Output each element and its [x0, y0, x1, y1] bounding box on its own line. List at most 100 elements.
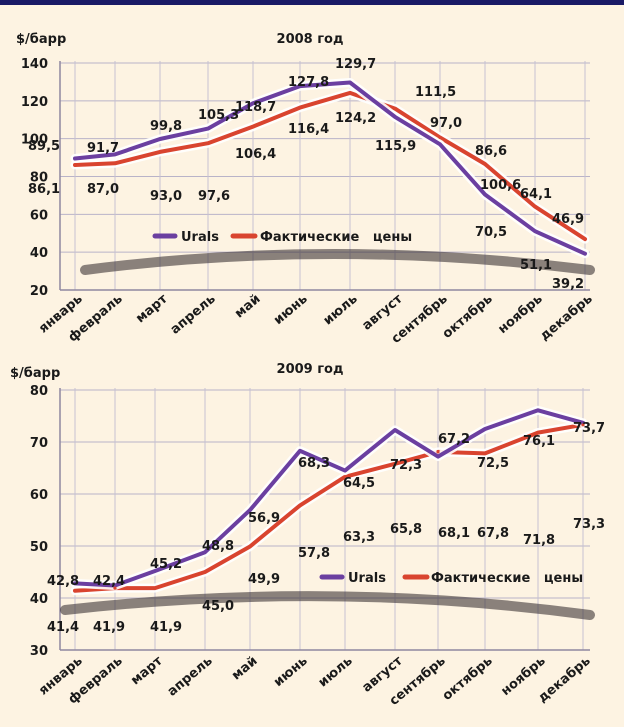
data-label-urals: 51,1	[520, 258, 552, 273]
data-label-urals: 97,0	[430, 116, 462, 131]
data-label-actual: 71,8	[523, 533, 555, 548]
data-point-urals	[298, 449, 302, 453]
data-point-actual	[436, 450, 440, 454]
data-label-urals: 64,5	[343, 476, 375, 491]
data-label-urals: 72,5	[477, 456, 509, 471]
data-label-urals: 68,3	[298, 456, 330, 471]
data-label-urals: 111,5	[415, 85, 456, 100]
data-point-urals	[153, 569, 157, 573]
data-point-urals	[533, 229, 537, 233]
data-label-urals: 39,2	[552, 277, 584, 292]
y-tick-label: 140	[21, 57, 48, 72]
y-tick-label: 120	[21, 95, 48, 110]
data-point-urals	[438, 142, 442, 146]
data-point-actual	[158, 150, 162, 154]
x-tick-label: июнь	[271, 654, 310, 691]
data-label-actual: 73,3	[573, 517, 605, 532]
series-line-urals	[73, 80, 587, 256]
series-line-actual	[73, 90, 587, 242]
data-point-urals	[248, 508, 252, 512]
data-point-actual	[536, 431, 540, 435]
data-label-actual: 86,1	[28, 182, 60, 197]
data-label-urals: 42,8	[47, 574, 79, 589]
data-label-urals: 45,2	[150, 557, 182, 572]
x-tick-label: июль	[321, 292, 361, 329]
data-point-actual	[206, 141, 210, 145]
data-label-urals: 72,3	[390, 458, 422, 473]
data-label-actual: 41,9	[150, 620, 182, 635]
data-label-actual: 93,0	[150, 189, 182, 204]
data-point-actual	[248, 544, 252, 549]
x-tick-label: май	[232, 292, 263, 322]
data-label-urals: 73,7	[573, 421, 605, 436]
legend-label-urals: Urals	[348, 571, 386, 586]
x-tick-label: октябрь	[440, 654, 496, 704]
data-label-actual: 41,4	[47, 620, 79, 635]
data-label-actual: 87,0	[87, 182, 119, 197]
data-label-actual: 124,2	[335, 111, 376, 126]
data-label-urals: 127,8	[288, 75, 329, 90]
data-point-urals	[251, 101, 255, 105]
data-label-actual: 65,8	[390, 522, 422, 537]
data-label-actual: 100,6	[480, 178, 521, 193]
data-point-urals	[298, 84, 302, 88]
decorative-shadow	[80, 249, 595, 275]
data-label-urals: 89,5	[28, 139, 60, 154]
data-point-urals	[583, 252, 587, 256]
y-tick-label: 40	[30, 246, 48, 261]
data-point-actual	[393, 462, 397, 466]
y-tick-label: 20	[30, 284, 48, 299]
data-point-actual	[581, 423, 585, 427]
data-point-actual	[251, 125, 255, 129]
data-point-urals	[483, 192, 487, 197]
chart-title: 2008 год	[277, 32, 344, 47]
data-label-urals: 105,3	[198, 108, 239, 123]
data-point-actual	[343, 475, 347, 479]
data-point-actual	[583, 237, 587, 241]
data-point-urals	[113, 583, 117, 588]
y-axis-label: $/барр	[16, 32, 66, 47]
data-label-actual: 45,0	[202, 599, 234, 614]
y-tick-label: 100	[21, 133, 48, 148]
y-tick-label: 80	[30, 171, 48, 186]
data-label-actual: 67,8	[477, 526, 509, 541]
legend-label-actual: Фактические цены	[260, 230, 412, 245]
data-point-urals	[113, 152, 117, 156]
chart-2008: $/барр 2008 год 20 40 60 80 100 120 140 89,5 91,7 9…	[16, 32, 596, 347]
chart-2009: $/барр 2009 год 30 40 50 60 70 80 42,8 42,4 45,2 48…	[10, 362, 605, 709]
data-point-urals	[393, 115, 397, 119]
y-tick-label: 60	[30, 488, 48, 503]
data-point-urals	[536, 408, 540, 412]
data-label-urals: 99,8	[150, 119, 182, 134]
y-tick-label: 70	[30, 436, 48, 451]
data-label-actual: 116,4	[288, 122, 329, 137]
y-tick-label: 30	[30, 644, 48, 659]
data-point-actual	[438, 135, 442, 140]
series-line-urals	[73, 408, 585, 588]
data-point-actual	[483, 451, 487, 455]
x-tick-label: июль	[316, 654, 356, 691]
data-label-urals: 70,5	[475, 225, 507, 240]
legend-label-urals: Urals	[181, 230, 219, 245]
data-point-actual	[533, 205, 537, 209]
data-label-urals: 118,7	[235, 100, 276, 115]
data-point-urals	[393, 428, 397, 432]
data-point-urals	[73, 581, 77, 586]
data-label-actual: 64,1	[520, 187, 552, 202]
data-point-actual	[348, 91, 352, 95]
data-point-actual	[393, 107, 397, 111]
top-accent-bar	[0, 0, 624, 5]
data-point-actual	[73, 589, 77, 593]
legend-label-actual: Фактические цены	[431, 571, 583, 586]
x-tick-label: март	[133, 291, 171, 326]
data-point-urals	[343, 469, 347, 473]
data-label-actual: 106,4	[235, 147, 276, 162]
data-point-urals	[158, 137, 162, 141]
data-label-actual: 49,9	[248, 572, 280, 587]
y-tick-label: 80	[30, 384, 48, 399]
data-point-actual	[73, 163, 77, 167]
data-label-urals: 56,9	[248, 511, 280, 526]
data-point-urals	[73, 156, 77, 161]
data-label-urals: 129,7	[335, 57, 376, 72]
series-line-halo	[70, 78, 590, 259]
